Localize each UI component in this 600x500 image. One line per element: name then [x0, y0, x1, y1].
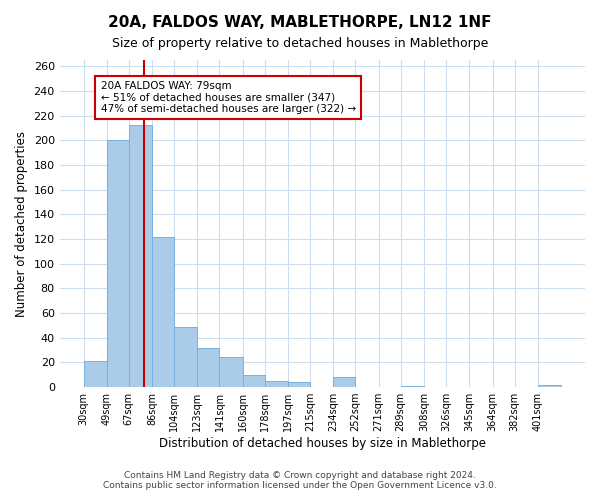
Y-axis label: Number of detached properties: Number of detached properties	[15, 130, 28, 316]
Bar	[197, 348, 220, 387]
Text: Size of property relative to detached houses in Mablethorpe: Size of property relative to detached ho…	[112, 38, 488, 51]
Bar	[83, 361, 107, 387]
Text: 20A FALDOS WAY: 79sqm
← 51% of detached houses are smaller (347)
47% of semi-det: 20A FALDOS WAY: 79sqm ← 51% of detached …	[101, 81, 356, 114]
Bar	[152, 236, 174, 387]
Bar	[288, 382, 310, 387]
Bar	[243, 374, 265, 387]
Bar	[129, 126, 152, 387]
Bar	[334, 377, 355, 387]
Bar	[265, 381, 288, 387]
Bar	[107, 140, 129, 387]
Bar	[401, 386, 424, 387]
Text: 20A, FALDOS WAY, MABLETHORPE, LN12 1NF: 20A, FALDOS WAY, MABLETHORPE, LN12 1NF	[108, 15, 492, 30]
X-axis label: Distribution of detached houses by size in Mablethorpe: Distribution of detached houses by size …	[159, 437, 486, 450]
Bar	[538, 384, 561, 387]
Text: Contains HM Land Registry data © Crown copyright and database right 2024.
Contai: Contains HM Land Registry data © Crown c…	[103, 470, 497, 490]
Bar	[220, 358, 243, 387]
Bar	[174, 326, 197, 387]
